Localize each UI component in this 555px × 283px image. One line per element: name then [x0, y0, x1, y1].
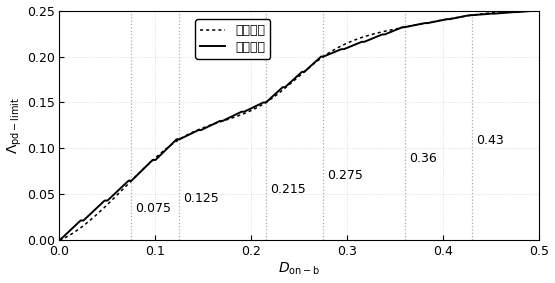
原始曲线 — [536, 9, 543, 12]
X-axis label: $D_{\mathrm{on-b}}$: $D_{\mathrm{on-b}}$ — [278, 261, 321, 277]
原始曲线 — [488, 12, 495, 15]
Y-axis label: $\Lambda_{\mathrm{pd-limit}}$: $\Lambda_{\mathrm{pd-limit}}$ — [6, 97, 24, 154]
原始曲线 — [125, 179, 132, 182]
拟合曲线 — [439, 18, 446, 22]
Text: 0.36: 0.36 — [409, 152, 437, 165]
拟合曲线 — [536, 9, 543, 12]
Text: 0.275: 0.275 — [327, 170, 363, 183]
原始曲线 — [301, 70, 307, 74]
拟合曲线 — [250, 108, 257, 111]
Text: 0.075: 0.075 — [135, 202, 171, 215]
Legend: 拟合曲线, 原始曲线: 拟合曲线, 原始曲线 — [195, 19, 270, 59]
Text: 0.215: 0.215 — [270, 183, 305, 196]
拟合曲线 — [521, 9, 527, 12]
Text: 0.125: 0.125 — [183, 192, 219, 205]
原始曲线 — [56, 239, 63, 242]
拟合曲线 — [105, 202, 112, 205]
原始曲线 — [104, 199, 111, 202]
原始曲线 — [533, 9, 540, 12]
拟合曲线 — [431, 20, 437, 23]
拟合曲线 — [386, 29, 392, 32]
Text: 0.43: 0.43 — [476, 134, 504, 147]
Line: 原始曲线: 原始曲线 — [59, 10, 539, 240]
原始曲线 — [173, 138, 180, 141]
Line: 拟合曲线: 拟合曲线 — [59, 10, 539, 240]
拟合曲线 — [268, 97, 274, 101]
原始曲线 — [260, 101, 266, 104]
拟合曲线 — [56, 239, 63, 242]
